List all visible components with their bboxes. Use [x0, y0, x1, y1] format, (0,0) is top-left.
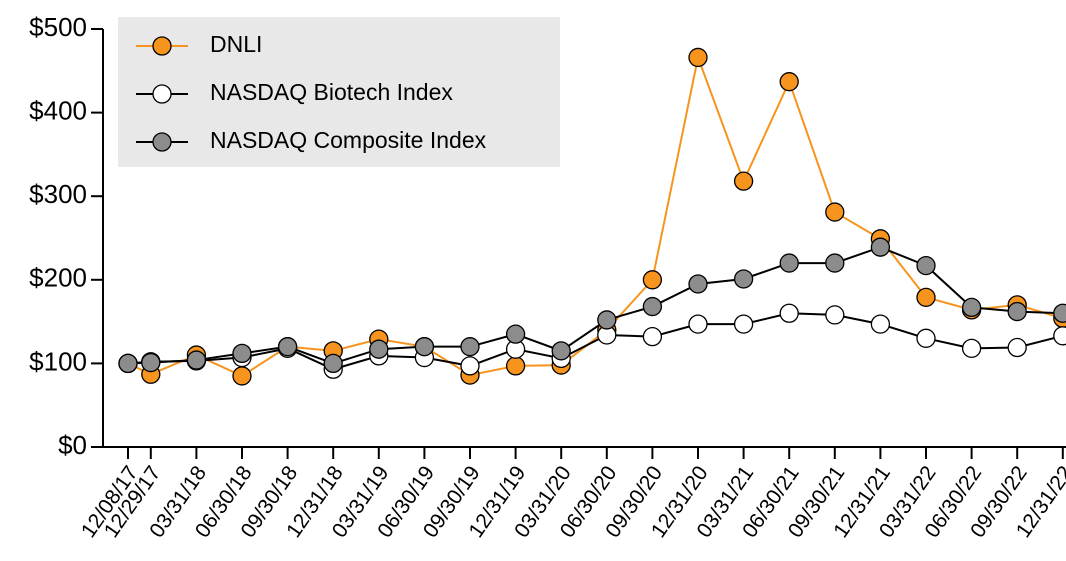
legend-label: DNLI [210, 31, 262, 57]
legend-label: NASDAQ Composite Index [210, 127, 487, 153]
point [642, 326, 663, 347]
point [779, 72, 799, 92]
point [277, 337, 298, 357]
point [323, 353, 343, 374]
point [961, 297, 982, 318]
y-tick-label: $400 [29, 95, 87, 125]
point [870, 314, 891, 334]
series-line [127, 246, 1063, 365]
point [551, 341, 571, 361]
y-tick-label: $100 [29, 346, 87, 376]
point [916, 287, 936, 308]
point [186, 350, 207, 370]
point [870, 237, 891, 257]
point [825, 202, 845, 222]
point [369, 339, 389, 359]
point [1007, 337, 1027, 358]
point [688, 47, 708, 68]
legend-marker [152, 84, 172, 104]
point [733, 171, 754, 191]
point [825, 305, 845, 325]
point [414, 337, 435, 357]
point [779, 303, 799, 323]
point [1053, 303, 1066, 323]
point [1053, 326, 1066, 346]
point [916, 328, 936, 348]
point [779, 253, 799, 273]
point [688, 314, 708, 334]
legend-marker [152, 132, 172, 152]
point [505, 356, 526, 376]
point [118, 353, 138, 374]
y-tick-label: $200 [29, 263, 87, 293]
point [733, 269, 754, 289]
point [460, 356, 480, 376]
point [232, 343, 252, 364]
legend-marker [152, 36, 172, 56]
legend-label: NASDAQ Biotech Index [210, 79, 453, 105]
point [916, 255, 936, 276]
point [642, 296, 663, 317]
point [232, 366, 252, 386]
point [141, 352, 161, 373]
point [688, 274, 708, 294]
y-tick-label: $300 [29, 179, 87, 209]
series-line [127, 312, 1064, 371]
point [733, 314, 754, 334]
point [1007, 301, 1027, 322]
y-tick-label: $0 [58, 430, 87, 460]
point [642, 270, 663, 290]
point [460, 337, 480, 357]
point [961, 338, 982, 359]
point [505, 324, 526, 344]
legend-box [118, 17, 560, 167]
point [825, 253, 845, 273]
y-tick-label: $500 [29, 12, 87, 42]
point [597, 310, 617, 330]
